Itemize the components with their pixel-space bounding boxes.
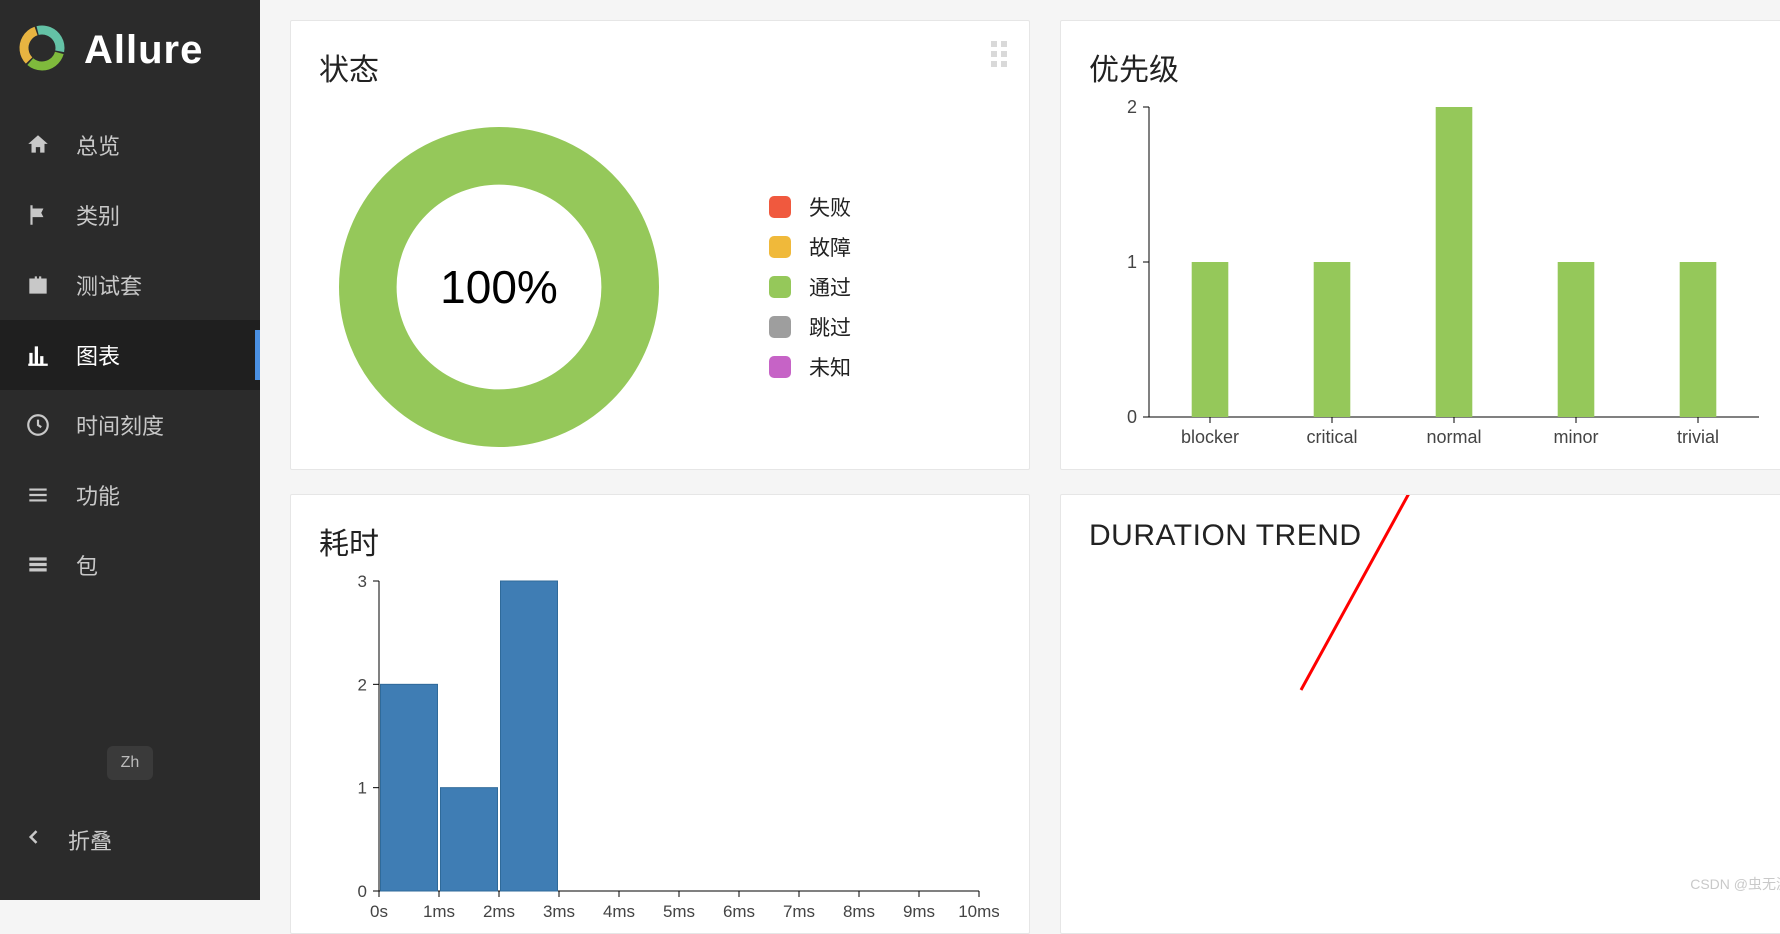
list-icon <box>24 481 52 509</box>
sidebar-bottom: Zh 折叠 <box>0 746 260 900</box>
legend-swatch <box>769 196 791 218</box>
bar-chart-icon <box>24 341 52 369</box>
svg-text:3ms: 3ms <box>543 902 575 921</box>
status-title: 状态 <box>319 45 1001 89</box>
svg-text:2: 2 <box>358 675 367 694</box>
legend-label: 故障 <box>809 232 851 262</box>
sidebar-item-label: 图表 <box>76 339 120 371</box>
legend-label: 失败 <box>809 192 851 222</box>
svg-text:critical: critical <box>1306 427 1357 447</box>
svg-text:5ms: 5ms <box>663 902 695 921</box>
legend-label: 跳过 <box>809 312 851 342</box>
svg-text:7ms: 7ms <box>783 902 815 921</box>
sidebar-item-label: 功能 <box>76 479 120 511</box>
severity-title: 优先级 <box>1089 45 1771 89</box>
status-card: 状态 100% 失败故障通过跳过未知 <box>290 20 1030 470</box>
status-legend: 失败故障通过跳过未知 <box>769 187 851 387</box>
stack-icon <box>24 551 52 579</box>
sidebar-item-behaviors[interactable]: 功能 <box>0 460 260 530</box>
duration-title: 耗时 <box>319 519 1001 563</box>
sidebar-item-label: 时间刻度 <box>76 409 164 441</box>
svg-text:9ms: 9ms <box>903 902 935 921</box>
legend-row[interactable]: 通过 <box>769 267 851 307</box>
svg-text:0: 0 <box>358 882 367 901</box>
sidebar-item-timeline[interactable]: 时间刻度 <box>0 390 260 460</box>
status-donut-chart: 100% <box>319 107 679 467</box>
annotation-arrow <box>1061 495 1780 934</box>
duration-histogram: 0 1 2 3 0s 1ms 2ms 3ms 4ms 5ms 6ms 7ms 8ms 9ms 10ms <box>319 571 999 931</box>
svg-text:8ms: 8ms <box>843 902 875 921</box>
svg-text:6ms: 6ms <box>723 902 755 921</box>
svg-text:normal: normal <box>1426 427 1481 447</box>
sidebar-item-overview[interactable]: 总览 <box>0 110 260 180</box>
drag-handle-icon[interactable] <box>991 41 1007 67</box>
sidebar-item-label: 类别 <box>76 199 120 231</box>
svg-text:3: 3 <box>358 572 367 591</box>
svg-text:trivial: trivial <box>1677 427 1719 447</box>
brand: Allure <box>0 0 260 100</box>
svg-text:100%: 100% <box>440 261 558 313</box>
legend-row[interactable]: 失败 <box>769 187 851 227</box>
duration-trend-card: DURATION TREND <box>1060 494 1780 934</box>
svg-text:2: 2 <box>1127 97 1137 117</box>
svg-text:4ms: 4ms <box>603 902 635 921</box>
legend-label: 通过 <box>809 272 851 302</box>
svg-text:2ms: 2ms <box>483 902 515 921</box>
severity-bar-chart: 0 1 2 blocker critical normal minor trivial <box>1089 97 1769 457</box>
svg-text:1: 1 <box>1127 252 1137 272</box>
svg-text:0s: 0s <box>370 902 388 921</box>
severity-card: 优先级 0 1 2 blocker critical normal minor trivial <box>1060 20 1780 470</box>
collapse-label: 折叠 <box>68 824 112 856</box>
sidebar-item-label: 包 <box>76 549 98 581</box>
legend-swatch <box>769 276 791 298</box>
sidebar-nav: 总览 类别 测试套 图表 时间刻度 <box>0 110 260 746</box>
legend-row[interactable]: 跳过 <box>769 307 851 347</box>
clock-icon <box>24 411 52 439</box>
sidebar-item-label: 总览 <box>76 129 120 161</box>
svg-text:0: 0 <box>1127 407 1137 427</box>
brand-name: Allure <box>84 28 203 73</box>
home-icon <box>24 131 52 159</box>
watermark: CSDN @虫无涯 <box>1690 874 1780 894</box>
svg-text:1ms: 1ms <box>423 902 455 921</box>
allure-logo-icon <box>18 24 66 77</box>
svg-text:blocker: blocker <box>1181 427 1239 447</box>
legend-row[interactable]: 故障 <box>769 227 851 267</box>
language-label: Zh <box>121 754 140 772</box>
legend-swatch <box>769 316 791 338</box>
sidebar-item-graphs[interactable]: 图表 <box>0 320 260 390</box>
legend-row[interactable]: 未知 <box>769 347 851 387</box>
sidebar-item-categories[interactable]: 类别 <box>0 180 260 250</box>
svg-text:1: 1 <box>358 779 367 798</box>
svg-text:minor: minor <box>1553 427 1598 447</box>
sidebar: Allure 总览 类别 测试套 图表 <box>0 0 260 900</box>
legend-swatch <box>769 236 791 258</box>
duration-card: 耗时 0 1 2 3 0s 1ms 2ms 3ms 4ms 5ms 6ms 7ms 8ms 9ms 10ms <box>290 494 1030 934</box>
duration-trend-title: DURATION TREND <box>1089 519 1771 553</box>
sidebar-item-packages[interactable]: 包 <box>0 530 260 600</box>
legend-label: 未知 <box>809 352 851 382</box>
flag-icon <box>24 201 52 229</box>
sidebar-item-suites[interactable]: 测试套 <box>0 250 260 320</box>
language-button[interactable]: Zh <box>107 746 153 780</box>
collapse-button[interactable]: 折叠 <box>0 810 260 870</box>
legend-swatch <box>769 356 791 378</box>
chevron-left-icon <box>24 827 44 853</box>
main: 状态 100% 失败故障通过跳过未知 优先级 0 1 2 blocker critica… <box>260 0 1780 900</box>
briefcase-icon <box>24 271 52 299</box>
svg-text:10ms: 10ms <box>958 902 999 921</box>
sidebar-item-label: 测试套 <box>76 269 142 301</box>
